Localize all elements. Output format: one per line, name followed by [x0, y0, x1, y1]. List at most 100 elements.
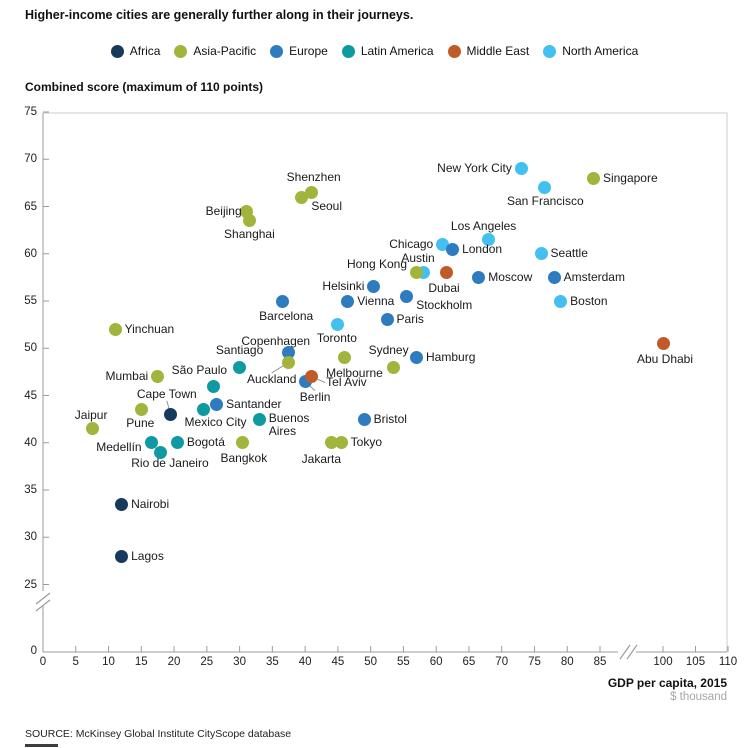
data-point	[164, 407, 178, 421]
legend-dot-icon	[270, 44, 284, 58]
data-point	[154, 445, 168, 459]
legend-dot-icon	[447, 44, 461, 58]
legend-item: Latin America	[341, 44, 434, 58]
data-point-label: Santander	[226, 397, 282, 412]
y-tick-label: 70	[24, 153, 37, 166]
data-point	[357, 412, 371, 426]
legend-dot-icon	[543, 44, 557, 58]
data-point	[170, 436, 184, 450]
data-point-label: Mexico City	[184, 415, 247, 430]
data-point-label: Beijing	[205, 203, 242, 218]
data-point-label: Amsterdam	[563, 269, 625, 284]
data-point-label: Singapore	[602, 170, 658, 185]
y-tick-label: 55	[24, 295, 37, 307]
data-point-label: Seattle	[550, 246, 588, 261]
data-point-label: Seoul	[311, 198, 343, 213]
data-point-label: Shanghai	[224, 227, 275, 242]
data-point	[341, 294, 355, 308]
x-tick-label: 25	[200, 656, 214, 668]
data-point-label: Cape Town	[136, 386, 197, 401]
data-point	[108, 322, 122, 336]
y-tick-label: 40	[24, 436, 37, 449]
footer-rule	[25, 744, 58, 747]
data-point	[334, 436, 348, 450]
data-point-label: Bangkok	[220, 451, 268, 466]
x-tick-label: 15	[134, 656, 148, 668]
y-tick-label: 25	[24, 578, 37, 591]
x-tick-label: 30	[233, 656, 246, 668]
legend-label: North America	[562, 44, 639, 58]
data-point-label: San Francisco	[506, 194, 584, 209]
data-point-label: Toronto	[316, 331, 357, 346]
data-point	[252, 412, 266, 426]
data-point-label: Moscow	[488, 269, 533, 284]
x-tick-label: 50	[364, 656, 378, 668]
data-point-label: Melbourne	[326, 366, 383, 381]
data-point	[547, 270, 561, 284]
y-tick-label: 65	[24, 200, 37, 213]
legend-label: Latin America	[360, 44, 434, 58]
data-point-label: Buenos Aires	[268, 411, 310, 439]
x-tick-label: 10	[102, 656, 115, 668]
legend-item: Africa	[110, 44, 161, 58]
legend-label: Africa	[129, 44, 161, 58]
data-point-label: Bogotá	[186, 435, 225, 450]
x-tick-label: 60	[429, 656, 443, 668]
data-point	[537, 181, 551, 195]
source-note: SOURCE: McKinsey Global Institute CitySc…	[25, 728, 292, 740]
data-point-label: London	[462, 241, 503, 256]
legend-label: Asia-Pacific	[193, 44, 257, 58]
data-point	[472, 270, 486, 284]
data-point	[554, 294, 568, 308]
data-point	[337, 351, 351, 365]
x-tick-label: 85	[593, 656, 607, 668]
data-point-label: Jaipur	[74, 408, 108, 423]
x-tick-label: 110	[718, 656, 738, 668]
data-point-label: Boston	[570, 293, 608, 308]
x-axis-subtitle: $ thousand	[670, 691, 727, 703]
data-point-label: Austin	[401, 251, 435, 266]
data-point	[151, 370, 165, 384]
y-tick-label: 45	[24, 389, 37, 402]
x-tick-label: 80	[560, 656, 574, 668]
data-point-label: Yinchuan	[124, 321, 175, 336]
x-tick-label: 40	[298, 656, 312, 668]
data-point-label: New York City	[437, 161, 512, 176]
data-point-label: Tel Aviv	[326, 375, 367, 390]
data-point	[305, 370, 319, 384]
data-point	[534, 247, 548, 261]
data-point	[85, 422, 99, 436]
data-point	[295, 190, 309, 204]
x-tick-label: 45	[331, 656, 345, 668]
y-tick-label: 50	[24, 342, 37, 355]
legend-item: Asia-Pacific	[174, 44, 256, 58]
data-point-label: Barcelona	[259, 308, 314, 323]
data-point-label: Rio de Janeiro	[131, 455, 209, 470]
data-point	[305, 185, 319, 199]
x-tick-label: 35	[265, 656, 279, 668]
data-point	[439, 266, 453, 280]
data-point	[115, 549, 129, 563]
data-point	[656, 337, 670, 351]
data-point	[410, 266, 424, 280]
data-point-label: Mumbai	[105, 369, 149, 384]
data-point-label: Auckland	[247, 371, 297, 386]
legend-label: Europe	[289, 44, 328, 58]
data-point	[387, 360, 401, 374]
x-tick-label: 65	[462, 656, 476, 668]
data-point-label: Copenhagen	[241, 334, 311, 349]
legend-label: Middle East	[466, 44, 530, 58]
chart-title: Higher-income cities are generally furth…	[25, 8, 414, 22]
x-tick-label: 70	[495, 656, 509, 668]
data-point	[410, 351, 424, 365]
data-point-label: Paris	[396, 312, 424, 327]
data-point-label: Abu Dhabi	[636, 352, 694, 367]
x-tick-label: 55	[397, 656, 410, 668]
data-point	[206, 379, 220, 393]
data-point	[275, 294, 289, 308]
data-point-label: Sydney	[368, 342, 409, 357]
data-point-label: Vienna	[357, 293, 395, 308]
legend-item: North America	[543, 44, 638, 58]
data-point	[324, 436, 338, 450]
